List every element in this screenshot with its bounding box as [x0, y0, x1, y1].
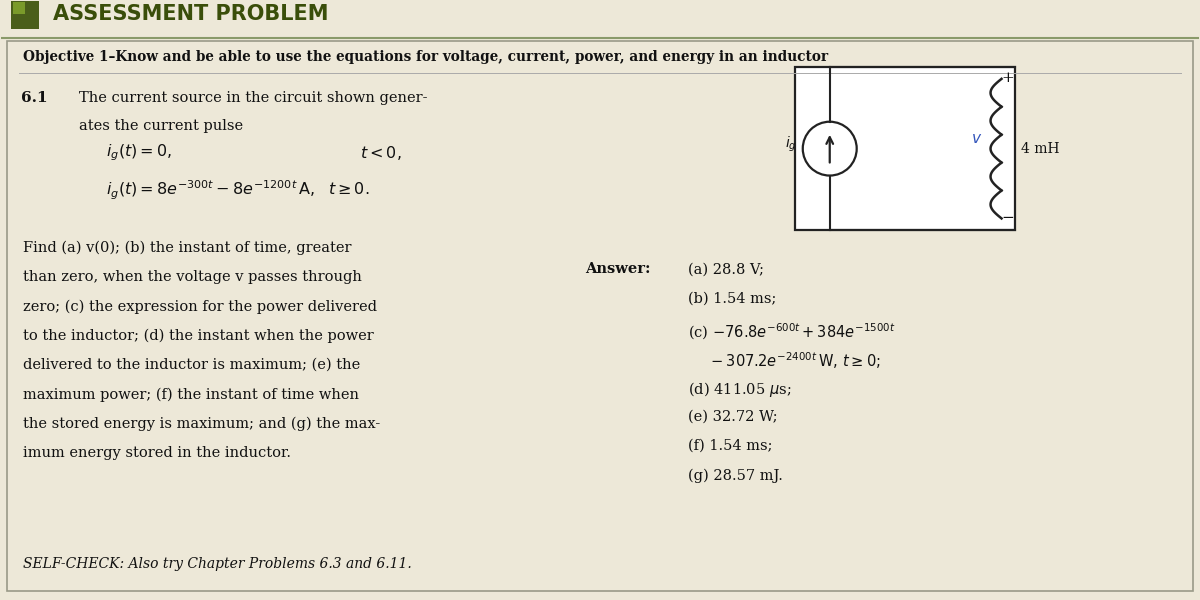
Text: (g) 28.57 mJ.: (g) 28.57 mJ.: [688, 468, 782, 482]
Text: Find (a) v(0); (b) the instant of time, greater: Find (a) v(0); (b) the instant of time, …: [23, 241, 352, 255]
Text: $v$: $v$: [971, 131, 983, 146]
Text: $i_g(t) = 8e^{-300t} - 8e^{-1200t}\,\mathrm{A},\ \ t \geq 0.$: $i_g(t) = 8e^{-300t} - 8e^{-1200t}\,\mat…: [106, 179, 370, 202]
Text: to the inductor; (d) the instant when the power: to the inductor; (d) the instant when th…: [23, 329, 373, 343]
Bar: [11, 1, 38, 29]
Text: (e) 32.72 W;: (e) 32.72 W;: [688, 409, 778, 424]
Bar: [13, 2, 25, 14]
Text: +: +: [1001, 71, 1014, 85]
Text: delivered to the inductor is maximum; (e) the: delivered to the inductor is maximum; (e…: [23, 358, 360, 372]
Text: imum energy stored in the inductor.: imum energy stored in the inductor.: [23, 446, 290, 460]
Text: 4 mH: 4 mH: [1020, 142, 1060, 155]
Text: $t < 0,$: $t < 0,$: [360, 143, 402, 161]
Bar: [794, 67, 1014, 230]
Text: $\;\;\;\;\; -307.2e^{-2400t}\,\mathrm{W},\,t \geq 0;$: $\;\;\;\;\; -307.2e^{-2400t}\,\mathrm{W}…: [688, 350, 881, 371]
Text: ates the current pulse: ates the current pulse: [79, 119, 242, 133]
Text: Objective 1–Know and be able to use the equations for voltage, current, power, a: Objective 1–Know and be able to use the …: [23, 50, 828, 64]
Text: ASSESSMENT PROBLEM: ASSESSMENT PROBLEM: [53, 4, 328, 23]
Text: (f) 1.54 ms;: (f) 1.54 ms;: [688, 439, 773, 453]
Text: 6.1: 6.1: [20, 91, 47, 105]
Text: $i_g(t) = 0,$: $i_g(t) = 0,$: [106, 142, 172, 163]
Text: maximum power; (f) the instant of time when: maximum power; (f) the instant of time w…: [23, 388, 359, 402]
Text: (b) 1.54 ms;: (b) 1.54 ms;: [688, 292, 776, 306]
Text: (d) 411.05 $\mu$s;: (d) 411.05 $\mu$s;: [688, 380, 791, 399]
Text: zero; (c) the expression for the power delivered: zero; (c) the expression for the power d…: [23, 299, 377, 314]
Text: than zero, when the voltage v passes through: than zero, when the voltage v passes thr…: [23, 270, 361, 284]
Text: Answer:: Answer:: [586, 262, 650, 276]
Circle shape: [803, 122, 857, 176]
Text: $i_g$: $i_g$: [785, 135, 797, 154]
Text: The current source in the circuit shown gener-: The current source in the circuit shown …: [79, 91, 427, 105]
Text: SELF-CHECK: Also try Chapter Problems 6.3 and 6.11.: SELF-CHECK: Also try Chapter Problems 6.…: [23, 557, 412, 571]
Text: −: −: [1001, 211, 1014, 226]
Text: (c) $-76.8e^{-600t} + 384e^{-1500t}$: (c) $-76.8e^{-600t} + 384e^{-1500t}$: [688, 321, 895, 341]
Text: the stored energy is maximum; and (g) the max-: the stored energy is maximum; and (g) th…: [23, 417, 380, 431]
Text: (a) 28.8 V;: (a) 28.8 V;: [688, 262, 764, 276]
